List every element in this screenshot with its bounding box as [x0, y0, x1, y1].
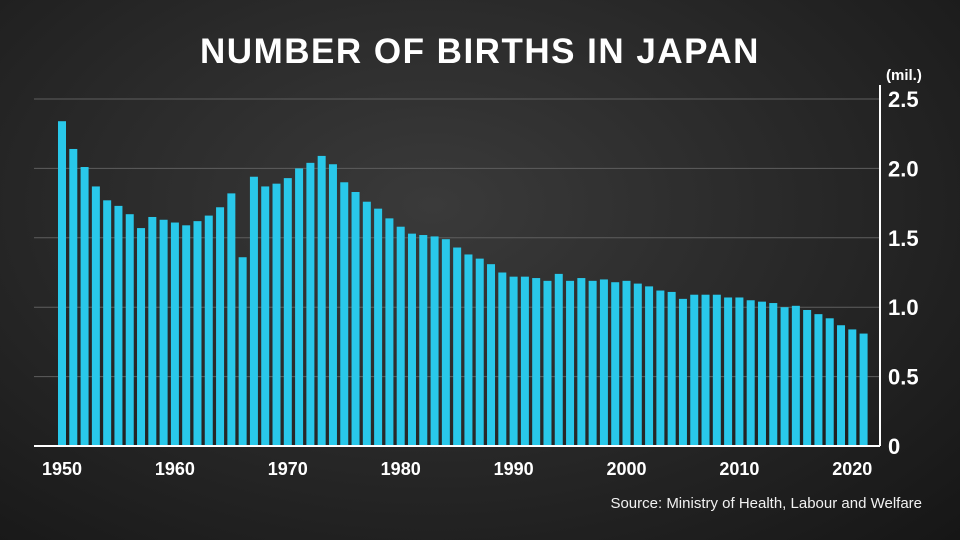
x-tick-label: 1980: [381, 459, 421, 479]
bar: [317, 155, 326, 446]
x-tick-label: 1970: [268, 459, 308, 479]
bar: [91, 186, 100, 446]
bar: [678, 298, 687, 446]
bar: [216, 207, 225, 446]
bar: [859, 333, 868, 446]
y-tick-label: 1.0: [888, 295, 919, 320]
bar: [780, 307, 789, 446]
y-tick-label: 0.5: [888, 365, 919, 390]
bar: [498, 272, 507, 446]
bar: [814, 314, 823, 446]
bar: [769, 303, 778, 446]
bar: [170, 222, 179, 446]
bar: [656, 290, 665, 446]
bar: [622, 280, 631, 446]
x-tick-label: 1990: [494, 459, 534, 479]
bar: [283, 178, 292, 446]
bar: [475, 258, 484, 446]
bar: [645, 286, 654, 446]
bar: [261, 186, 270, 446]
bar: [746, 300, 755, 446]
bar: [328, 164, 337, 447]
bar: [724, 297, 733, 446]
bar: [803, 309, 812, 446]
bar: [374, 208, 383, 446]
bar: [204, 215, 213, 446]
bar: [193, 221, 202, 446]
y-unit-label: (mil.): [886, 67, 922, 84]
bar: [543, 280, 552, 446]
bar: [690, 294, 699, 446]
bar: [249, 176, 258, 447]
bar: [441, 239, 450, 446]
bar: [588, 280, 597, 446]
bar: [351, 192, 360, 446]
bar: [464, 254, 473, 446]
bar: [791, 305, 800, 446]
bar: [701, 294, 710, 446]
bar: [554, 273, 563, 446]
bar: [407, 233, 416, 446]
bar: [633, 283, 642, 446]
bar: [848, 329, 857, 446]
bar: [137, 228, 146, 446]
x-tick-label: 2020: [832, 459, 872, 479]
x-tick-label: 2010: [719, 459, 759, 479]
source-note: Source: Ministry of Health, Labour and W…: [610, 495, 922, 512]
bar: [712, 294, 721, 446]
bar: [532, 278, 541, 446]
chart-title: NUMBER OF BIRTHS IN JAPAN: [200, 32, 760, 71]
bar: [837, 325, 846, 446]
bar: [757, 301, 766, 446]
bar: [159, 219, 168, 446]
bar: [566, 280, 575, 446]
y-tick-label: 0: [888, 434, 900, 459]
bar: [340, 182, 349, 446]
bar: [430, 236, 439, 446]
bar: [599, 279, 608, 446]
bar: [272, 183, 281, 447]
bar: [362, 201, 371, 446]
bar: [58, 121, 66, 447]
bar: [306, 162, 315, 446]
bar: [182, 225, 191, 446]
y-tick-label: 2.5: [888, 87, 919, 112]
bar: [227, 193, 236, 446]
bar: [80, 167, 89, 446]
bar: [114, 205, 123, 446]
bar: [487, 264, 496, 446]
bar: [385, 218, 394, 446]
bar: [69, 148, 78, 446]
bar: [238, 257, 247, 446]
x-tick-label: 1950: [42, 459, 82, 479]
y-tick-label: 1.5: [888, 226, 919, 251]
bar: [125, 214, 134, 446]
bar: [453, 247, 462, 446]
bar: [611, 282, 620, 446]
bar: [396, 226, 405, 446]
bar: [148, 216, 157, 446]
x-tick-label: 2000: [606, 459, 646, 479]
x-tick-label: 1960: [155, 459, 195, 479]
bar: [295, 168, 304, 446]
bar: [419, 235, 428, 446]
bar: [735, 297, 744, 446]
bar: [103, 200, 112, 446]
bar: [825, 318, 834, 446]
bar: [667, 291, 676, 446]
bar: [520, 276, 529, 446]
bar: [509, 276, 518, 446]
y-tick-label: 2.0: [888, 156, 919, 181]
bar: [577, 278, 586, 446]
